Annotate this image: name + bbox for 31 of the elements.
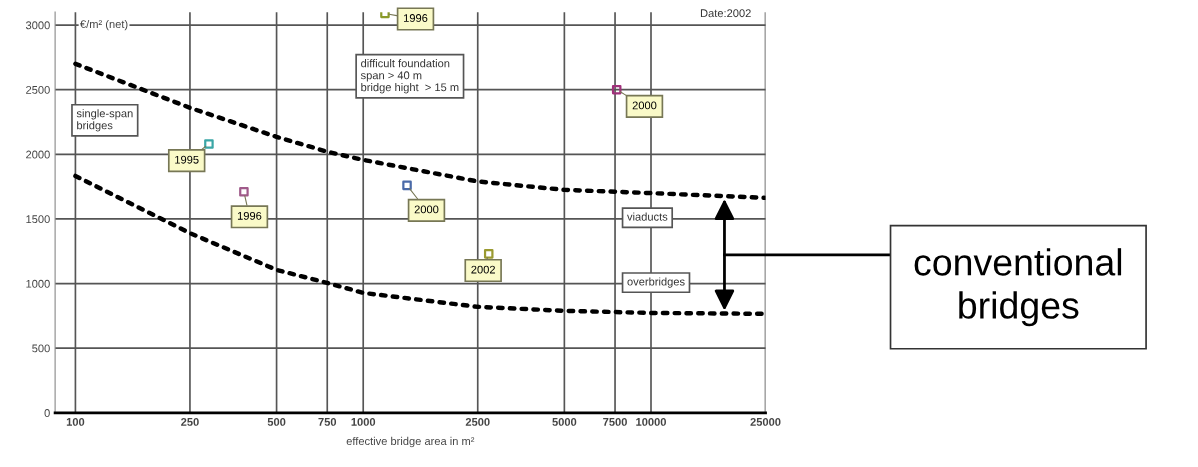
annotation: 1996 — [404, 14, 428, 22]
x-tick-label: 5000 — [552, 417, 577, 426]
x-tick-label: 1000 — [351, 417, 376, 426]
y-axis-title: €/m² (net) — [80, 19, 128, 31]
annotation: 1995 — [175, 155, 199, 164]
annotation: single-span bridges — [76, 109, 133, 132]
annotation: Date:2002 — [700, 9, 751, 18]
x-tick-label: 7500 — [603, 417, 627, 426]
x-tick-label: 100 — [66, 417, 85, 426]
x-tick-label: 2500 — [465, 417, 490, 426]
x-tick-label: 25000 — [750, 417, 781, 426]
y-tick-label: 3000 — [25, 21, 50, 30]
y-tick-label: 2500 — [26, 85, 50, 94]
x-tick-label: 750 — [318, 417, 337, 426]
annotation: 1996 — [237, 211, 262, 220]
text: conventional bridges — [914, 248, 1122, 327]
annotation: overbridges — [627, 277, 685, 288]
y-tick-label: 2000 — [26, 150, 50, 159]
x-tick-label: 10000 — [636, 417, 666, 426]
x-axis-title: effective bridge area in m² — [346, 436, 475, 448]
y-tick-label: 500 — [32, 344, 50, 353]
x-tick-label: 500 — [267, 417, 286, 426]
annotation: difficult foundation span > 40 m bridge hight > 15 m — [360, 59, 459, 94]
annotation: viaducts — [627, 212, 668, 221]
annotation: 2002 — [471, 265, 495, 274]
x-tick-label: 250 — [181, 417, 199, 426]
annotation: 2000 — [632, 101, 657, 110]
y-tick-label: 0 — [44, 409, 50, 417]
y-tick-label: 1000 — [26, 279, 50, 288]
annotation: 2000 — [414, 205, 439, 214]
y-tick-label: 1500 — [26, 215, 50, 224]
